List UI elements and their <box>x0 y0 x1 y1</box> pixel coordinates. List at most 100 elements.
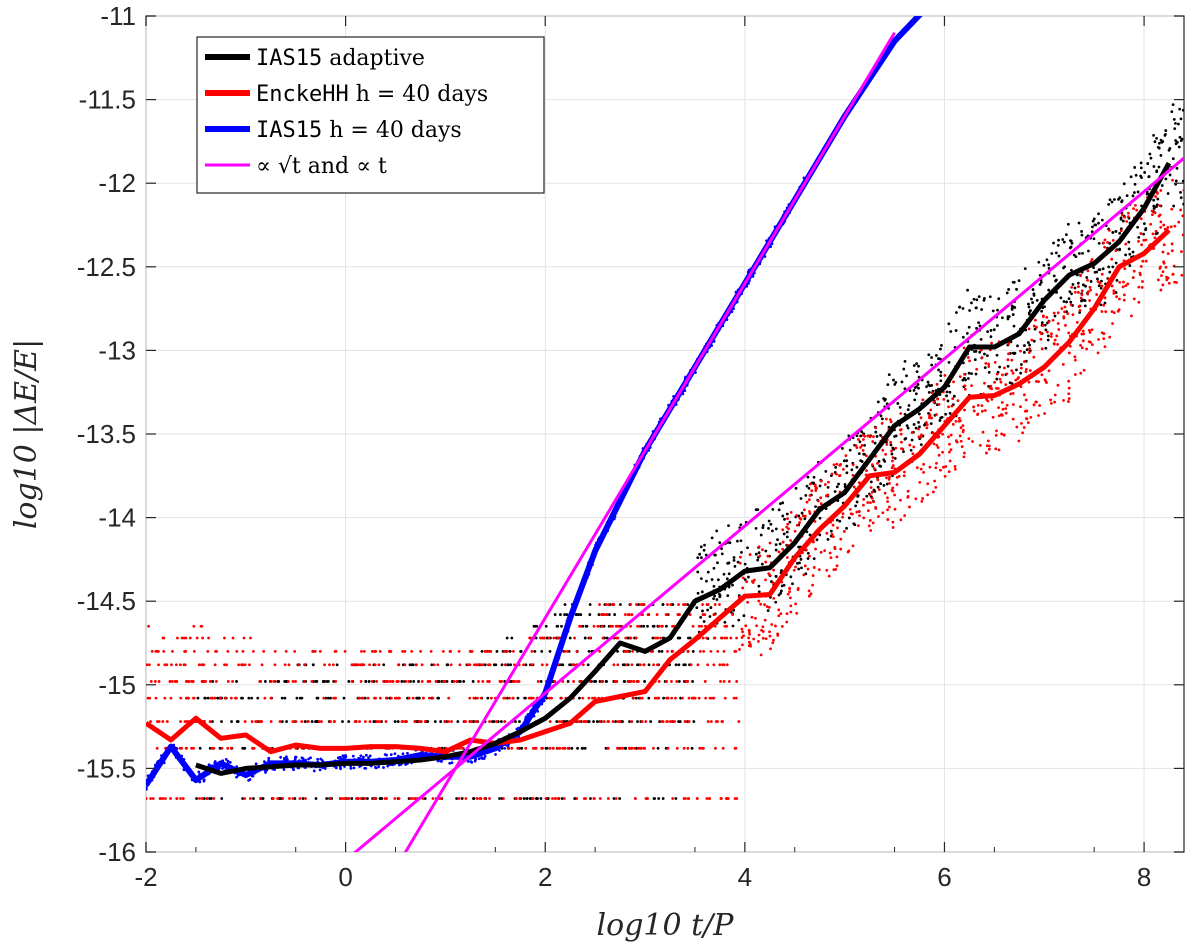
scatter-point <box>551 746 555 750</box>
scatter-point <box>1012 352 1016 355</box>
scatter-point <box>1015 425 1019 429</box>
scatter-point <box>666 720 669 723</box>
scatter-point <box>1010 358 1014 362</box>
scatter-point <box>1037 380 1040 384</box>
scatter-point <box>782 532 786 536</box>
scatter-point <box>925 423 929 427</box>
scatter-point <box>868 519 872 522</box>
scatter-point <box>968 359 971 363</box>
scatter-point <box>655 663 659 667</box>
scatter-point <box>661 624 664 628</box>
scatter-point <box>588 636 592 640</box>
scatter-point <box>1170 249 1174 253</box>
scatter-point <box>675 680 679 683</box>
scatter-point <box>391 680 395 683</box>
scatter-point <box>587 720 591 723</box>
scatter-point <box>894 380 898 384</box>
scatter-point <box>677 663 681 667</box>
scatter-point <box>1066 222 1070 226</box>
scatter-point <box>1128 264 1132 267</box>
series-line <box>353 156 1184 852</box>
scatter-point <box>209 696 213 700</box>
scatter-point <box>739 539 743 543</box>
scatter-point <box>1027 302 1030 306</box>
scatter-point <box>572 663 575 667</box>
scatter-point <box>322 696 326 700</box>
scatter-point <box>687 720 691 723</box>
scatter-point <box>1042 263 1046 267</box>
scatter-point <box>1001 407 1005 411</box>
scatter-point <box>551 797 554 800</box>
scatter-point <box>195 636 199 640</box>
scatter-point <box>699 577 703 581</box>
scatter-point <box>568 663 572 667</box>
scatter-point <box>1139 217 1143 221</box>
scatter-point <box>1181 179 1184 183</box>
scatter-point <box>906 494 910 498</box>
scatter-point <box>1084 284 1087 288</box>
scatter-point <box>899 412 903 415</box>
scatter-point <box>218 746 222 750</box>
scatter-point <box>1164 177 1168 181</box>
scatter-point <box>894 446 898 450</box>
scatter-point <box>868 493 872 497</box>
scatter-point <box>531 696 535 700</box>
scatter-point <box>506 746 510 750</box>
scatter-point <box>495 720 498 723</box>
scatter-point <box>691 649 695 653</box>
scatter-point <box>252 797 255 800</box>
scatter-point <box>169 797 172 800</box>
scatter-point <box>1034 380 1038 383</box>
scatter-point <box>656 746 660 750</box>
scatter-point <box>502 649 506 653</box>
scatter-point <box>179 696 183 700</box>
scatter-point <box>455 797 459 800</box>
scatter-point <box>1026 341 1030 344</box>
scatter-point <box>752 578 756 582</box>
scatter-point <box>1092 237 1096 241</box>
scatter-point <box>959 426 963 430</box>
scatter-point <box>235 649 239 653</box>
scatter-point <box>709 649 713 653</box>
scatter-point <box>579 613 583 616</box>
scatter-point <box>1080 233 1084 237</box>
scatter-point <box>864 454 868 458</box>
x-tick-label: 6 <box>937 862 951 892</box>
scatter-point <box>472 797 476 800</box>
scatter-point <box>644 720 648 723</box>
scatter-point <box>701 613 705 616</box>
scatter-point <box>613 613 617 616</box>
scatter-point <box>781 514 785 518</box>
scatter-point <box>310 720 314 723</box>
scatter-point <box>1047 320 1051 324</box>
scatter-point <box>574 613 578 616</box>
scatter-point <box>1006 358 1010 362</box>
scatter-point <box>403 663 407 667</box>
scatter-point <box>819 550 823 554</box>
scatter-point <box>1031 301 1035 304</box>
scatter-point <box>1098 281 1102 285</box>
scatter-point <box>1041 315 1045 319</box>
scatter-point <box>883 459 887 463</box>
scatter-point <box>866 434 870 438</box>
scatter-point <box>838 519 842 523</box>
scatter-point <box>803 517 807 521</box>
scatter-point <box>1067 386 1071 390</box>
x-tick-label: 8 <box>1137 862 1151 892</box>
scatter-point <box>269 680 273 683</box>
scatter-point <box>1110 284 1114 288</box>
scatter-point <box>626 649 630 653</box>
scatter-point <box>758 554 762 558</box>
scatter-point <box>460 797 464 800</box>
scatter-point <box>879 482 882 486</box>
scatter-point <box>206 696 210 700</box>
scatter-point <box>223 663 226 667</box>
scatter-point <box>584 797 588 800</box>
scatter-point <box>605 613 609 616</box>
legend-entry: EnckeHH h = 40 days <box>256 82 488 107</box>
scatter-point <box>1153 205 1157 209</box>
scatter-point <box>224 696 227 700</box>
scatter-point <box>652 797 656 800</box>
scatter-point <box>785 556 789 559</box>
